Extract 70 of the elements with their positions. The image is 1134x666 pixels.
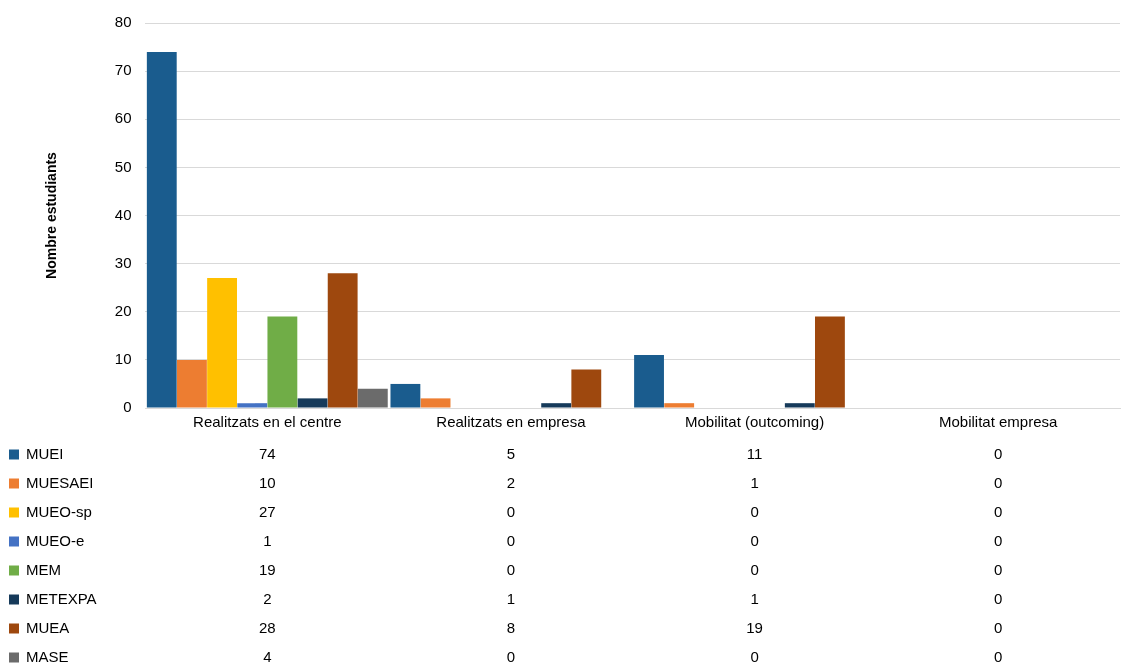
data-label: 0	[994, 560, 1003, 578]
bar	[357, 388, 388, 408]
data-label: 0	[994, 647, 1003, 665]
data-label: 2	[263, 589, 272, 607]
data-label: 1	[750, 473, 759, 491]
data-label: 19	[746, 618, 763, 636]
data-label: 0	[506, 502, 516, 520]
data-label: 0	[994, 444, 1003, 462]
y-tick-label: 60	[114, 109, 132, 127]
y-tick-label: 0	[123, 398, 132, 416]
x-tick-label: Realitzats en el centre	[193, 413, 342, 431]
x-tick-label: Realitzats en empresa	[436, 413, 587, 431]
legend-label: MEM	[26, 560, 61, 578]
legend-label: MUESAEI	[26, 473, 94, 491]
legend-label: MUEI	[26, 444, 64, 462]
data-label: 27	[258, 502, 276, 520]
data-label: 0	[750, 560, 759, 578]
legend-label: MUEA	[26, 618, 70, 636]
data-label: 0	[750, 647, 759, 665]
bar	[420, 398, 451, 408]
data-label: 0	[994, 589, 1003, 607]
bar	[541, 403, 572, 408]
data-label: 0	[994, 618, 1003, 636]
y-tick-label: 80	[114, 13, 132, 31]
bar	[297, 398, 328, 408]
bar	[815, 316, 845, 408]
data-label: 10	[258, 473, 276, 491]
data-label: 0	[994, 531, 1003, 549]
data-label: 0	[994, 502, 1003, 520]
y-tick-label: 70	[114, 61, 132, 79]
data-label: 74	[258, 444, 276, 462]
x-tick-label: Mobilitat empresa	[938, 413, 1059, 431]
data-label: 1	[506, 589, 516, 607]
data-label: 11	[746, 444, 763, 462]
data-label: 0	[506, 647, 516, 665]
x-tick-label: Mobilitat (outcoming)	[684, 413, 825, 431]
y-tick-label: 10	[114, 350, 132, 368]
bar	[177, 359, 207, 408]
data-label: 0	[506, 531, 516, 549]
data-label: 4	[263, 647, 272, 665]
bar	[237, 403, 268, 408]
y-tick-label: 20	[114, 301, 132, 319]
y-tick-label: 30	[114, 253, 132, 271]
legend-label: METEXPA	[26, 589, 97, 607]
data-label: 0	[750, 502, 759, 520]
y-tick-label: 40	[114, 205, 132, 223]
data-label: 0	[750, 531, 759, 549]
bar	[390, 383, 421, 408]
bar	[327, 273, 358, 408]
data-label: 8	[506, 618, 516, 636]
bar	[146, 51, 177, 408]
y-axis-title: Nombre estudiants	[43, 151, 60, 279]
bar	[634, 355, 664, 408]
data-label: 5	[506, 444, 516, 462]
legend-label: MUEO-sp	[26, 502, 92, 520]
y-tick-label: 50	[114, 157, 132, 175]
data-label: 1	[263, 531, 272, 549]
legend-label: MUEO-e	[26, 531, 85, 549]
bar	[207, 278, 237, 408]
bar	[784, 403, 815, 408]
data-label: 19	[258, 560, 276, 578]
data-label: 1	[750, 589, 759, 607]
data-label: 0	[506, 560, 516, 578]
bar	[664, 403, 695, 408]
legend-label: MASE	[26, 647, 69, 665]
data-label: 0	[994, 473, 1003, 491]
data-label: 28	[258, 618, 276, 636]
data-label: 2	[506, 473, 516, 491]
bar	[267, 316, 298, 408]
bar	[571, 369, 602, 408]
